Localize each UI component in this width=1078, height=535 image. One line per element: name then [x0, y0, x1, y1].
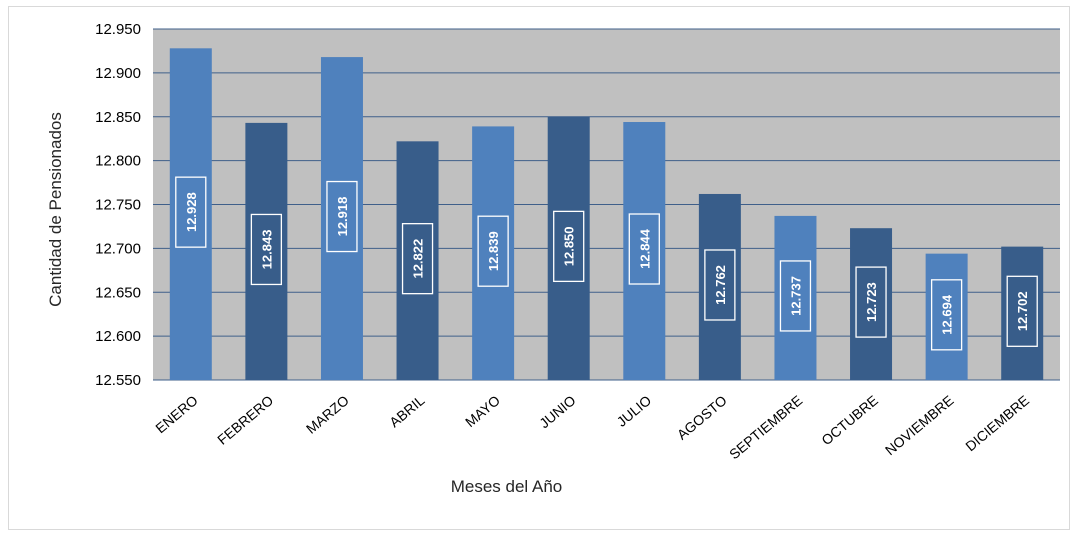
data-label: 12.839 — [477, 215, 509, 287]
y-tick-label: 12.750 — [95, 197, 141, 214]
data-label-text: 12.928 — [184, 192, 199, 232]
data-label-box — [553, 210, 585, 283]
data-label: 12.762 — [704, 249, 736, 321]
data-label-text: 12.844 — [637, 228, 652, 269]
data-label: 12.737 — [779, 260, 812, 332]
data-label-box — [477, 215, 509, 287]
y-tick-label: 12.850 — [95, 109, 141, 126]
x-tick-label: DICIEMBRE — [962, 392, 1032, 454]
data-label-text: 12.850 — [562, 226, 577, 266]
bar — [547, 116, 590, 380]
data-label-text: 12.843 — [259, 230, 274, 270]
bar — [850, 228, 893, 380]
x-tick-label: JULIO — [614, 392, 655, 430]
data-label-box — [779, 260, 812, 332]
data-label: 12.694 — [930, 279, 963, 351]
data-label-box — [1006, 275, 1038, 347]
data-label: 12.702 — [1006, 275, 1038, 347]
x-tick-label: SEPTIEMBRE — [726, 392, 805, 462]
y-tick-label: 12.550 — [95, 372, 141, 389]
y-tick-label: 12.950 — [95, 21, 141, 38]
bar — [925, 253, 968, 380]
data-label-box — [704, 249, 736, 321]
data-label-box — [628, 213, 660, 285]
bar — [245, 122, 288, 380]
data-label: 12.843 — [250, 213, 283, 286]
x-tick-label: ABRIL — [386, 392, 427, 430]
data-label-text: 12.762 — [713, 265, 728, 305]
bar — [698, 193, 741, 380]
x-tick-label: ENERO — [152, 392, 201, 436]
x-tick-label: NOVIEMBRE — [882, 392, 957, 458]
data-label-text: 12.839 — [486, 231, 501, 271]
data-label-box — [855, 266, 887, 338]
data-label-box — [930, 279, 963, 351]
data-label: 12.822 — [401, 223, 434, 295]
bar — [774, 215, 817, 380]
data-label-text: 12.702 — [1015, 291, 1030, 331]
data-label: 12.723 — [855, 266, 887, 338]
data-label: 12.844 — [628, 213, 660, 285]
bar — [396, 141, 439, 380]
data-label-box — [401, 223, 434, 295]
data-label-box — [250, 213, 283, 286]
bar — [623, 122, 666, 380]
x-tick-label: JUNIO — [536, 392, 579, 431]
bar — [320, 57, 363, 381]
bar — [169, 48, 212, 381]
x-axis-title: Meses del Año — [451, 477, 563, 496]
data-label: 12.918 — [326, 180, 358, 253]
data-label-box — [175, 176, 207, 248]
bar — [472, 126, 515, 380]
data-label-text: 12.723 — [864, 282, 879, 322]
data-label-text: 12.822 — [411, 239, 426, 279]
data-label-box — [326, 180, 358, 253]
y-axis-title: Cantidad de Pensionados — [46, 112, 65, 307]
data-label-text: 12.694 — [940, 294, 955, 335]
x-tick-label: MAYO — [462, 392, 503, 430]
x-tick-label: AGOSTO — [674, 392, 730, 443]
x-tick-label: FEBRERO — [214, 392, 276, 448]
data-label-text: 12.918 — [335, 197, 350, 237]
y-tick-label: 12.700 — [95, 240, 141, 257]
y-tick-label: 12.650 — [95, 284, 141, 301]
y-tick-label: 12.800 — [95, 153, 141, 170]
y-tick-label: 12.900 — [95, 65, 141, 82]
data-label: 12.850 — [553, 210, 585, 283]
y-tick-label: 12.600 — [95, 328, 141, 345]
data-label-text: 12.737 — [788, 276, 803, 316]
x-tick-label: OCTUBRE — [818, 392, 881, 448]
data-label: 12.928 — [175, 176, 207, 248]
x-tick-label: MARZO — [303, 392, 352, 437]
bar — [1001, 246, 1044, 380]
